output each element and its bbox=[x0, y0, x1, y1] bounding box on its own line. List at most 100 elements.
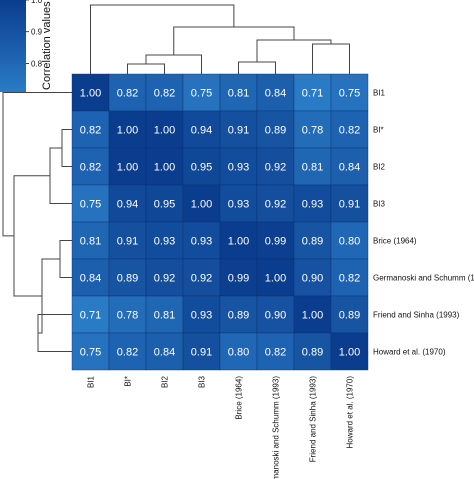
row-dendrogram bbox=[2, 92, 72, 352]
dendrogram-branch bbox=[127, 63, 165, 74]
heatmap-cell bbox=[256, 258, 295, 297]
cell-value-label: 0.94 bbox=[191, 125, 212, 137]
cell-value-label: 0.75 bbox=[191, 88, 212, 100]
heatmap-cell bbox=[293, 147, 332, 186]
row-label: Howard et al. (1970) bbox=[373, 348, 446, 357]
row-label: BI1 bbox=[373, 89, 386, 98]
cell-value-label: 0.78 bbox=[302, 125, 323, 137]
column-label: BI3 bbox=[198, 375, 207, 388]
cell-value-label: 0.92 bbox=[265, 162, 286, 174]
cell-value-label: 0.82 bbox=[339, 125, 360, 137]
cell-value-label: 0.93 bbox=[228, 162, 249, 174]
cell-value-label: 0.89 bbox=[302, 347, 323, 359]
cell-value-label: 0.99 bbox=[228, 273, 249, 285]
dendrogram-branch bbox=[49, 147, 72, 204]
colorbar: Correlation values 0.8 0.9 1.0 bbox=[0, 0, 53, 92]
dendrogram-branch bbox=[238, 61, 276, 74]
cell-value-label: 0.91 bbox=[117, 236, 138, 248]
heatmap-cell bbox=[219, 221, 258, 260]
cell-value-label: 0.75 bbox=[80, 199, 101, 211]
cell-value-label: 0.92 bbox=[265, 199, 286, 211]
cell-value-label: 0.91 bbox=[191, 347, 212, 359]
cell-value-label: 0.91 bbox=[339, 199, 360, 211]
cell-value-label: 0.80 bbox=[228, 347, 249, 359]
cell-value-label: 0.82 bbox=[117, 88, 138, 100]
cell-value-label: 0.78 bbox=[117, 310, 138, 322]
column-label: BI2 bbox=[161, 375, 170, 388]
dendrogram-branch bbox=[59, 240, 72, 278]
cell-value-label: 0.89 bbox=[265, 125, 286, 137]
cell-value-label: 0.82 bbox=[265, 347, 286, 359]
dendrogram-branch bbox=[256, 39, 332, 62]
cell-value-label: 0.80 bbox=[339, 236, 360, 248]
column-label: BI* bbox=[124, 376, 133, 387]
cell-value-label: 0.93 bbox=[191, 236, 212, 248]
dendrogram-branch bbox=[312, 43, 350, 74]
colorbar-tick-label: 0.8 bbox=[31, 59, 43, 68]
heatmap-cell bbox=[71, 147, 110, 186]
colorbar-label: Correlation values bbox=[41, 1, 53, 90]
colorbar-ticks: 0.8 0.9 1.0 bbox=[26, 0, 43, 68]
heatmap-cells: 1.00 0.82 0.82 0.75 0.81 0.84 0.71 0.75 0.82 1.00… bbox=[71, 73, 369, 371]
cell-value-label: 1.00 bbox=[117, 125, 138, 137]
cell-value-label: 0.84 bbox=[80, 273, 101, 285]
cell-value-label: 0.93 bbox=[302, 199, 323, 211]
cell-value-label: 0.94 bbox=[117, 199, 138, 211]
heatmap-cell bbox=[182, 184, 221, 223]
heatmap-cell bbox=[219, 258, 258, 297]
cell-value-label: 0.82 bbox=[339, 273, 360, 285]
heatmap-cell bbox=[71, 184, 110, 223]
heatmap-cell bbox=[71, 295, 110, 334]
column-label: Friend and Sinha (1993) bbox=[309, 376, 318, 463]
cell-value-label: 0.95 bbox=[191, 162, 212, 174]
heatmap-cell bbox=[256, 332, 295, 371]
heatmap-cell bbox=[293, 332, 332, 371]
heatmap-cell bbox=[293, 184, 332, 223]
heatmap-cell bbox=[256, 184, 295, 223]
heatmap-cell bbox=[108, 295, 147, 334]
cell-value-label: 0.93 bbox=[228, 199, 249, 211]
heatmap-cell bbox=[108, 258, 147, 297]
cell-value-label: 0.89 bbox=[117, 273, 138, 285]
heatmap-cell bbox=[293, 110, 332, 149]
heatmap-cell bbox=[145, 147, 184, 186]
cell-value-label: 0.89 bbox=[339, 310, 360, 322]
heatmap-cell bbox=[293, 221, 332, 260]
heatmap-cell bbox=[330, 110, 369, 149]
heatmap-cell bbox=[145, 332, 184, 371]
cell-value-label: 1.00 bbox=[191, 199, 212, 211]
heatmap-cell bbox=[219, 295, 258, 334]
cell-value-label: 0.93 bbox=[191, 310, 212, 322]
cell-value-label: 0.84 bbox=[339, 162, 360, 174]
heatmap-cell bbox=[145, 258, 184, 297]
heatmap-cell bbox=[219, 110, 258, 149]
cell-value-label: 0.92 bbox=[191, 273, 212, 285]
cell-value-label: 0.89 bbox=[228, 310, 249, 322]
heatmap-cell bbox=[145, 110, 184, 149]
cell-value-label: 0.84 bbox=[265, 88, 286, 100]
column-label: Germanoski and Schumm (1993) bbox=[272, 376, 281, 479]
cell-value-label: 0.99 bbox=[265, 236, 286, 248]
heatmap-cell bbox=[182, 73, 221, 112]
cell-value-label: 1.00 bbox=[265, 273, 286, 285]
cell-value-label: 0.84 bbox=[154, 347, 175, 359]
cell-value-label: 0.95 bbox=[154, 199, 175, 211]
column-label: Howard et al. (1970) bbox=[346, 376, 355, 449]
dendrogram-branch bbox=[13, 175, 50, 297]
dendrogram-branch bbox=[37, 314, 72, 352]
row-label: BI3 bbox=[373, 200, 386, 209]
heatmap-cell bbox=[330, 73, 369, 112]
dendrogram-branch bbox=[90, 4, 235, 74]
cell-value-label: 0.71 bbox=[302, 88, 323, 100]
column-label: BI1 bbox=[87, 375, 96, 388]
heatmap-cell bbox=[108, 221, 147, 260]
cell-value-label: 0.91 bbox=[228, 125, 249, 137]
cell-value-label: 0.81 bbox=[228, 88, 249, 100]
colorbar-tick-label: 1.0 bbox=[31, 0, 43, 5]
heatmap-cell bbox=[256, 295, 295, 334]
row-label: BI2 bbox=[373, 163, 386, 172]
heatmap-cell bbox=[71, 221, 110, 260]
heatmap-cell bbox=[182, 332, 221, 371]
heatmap-cell bbox=[182, 295, 221, 334]
